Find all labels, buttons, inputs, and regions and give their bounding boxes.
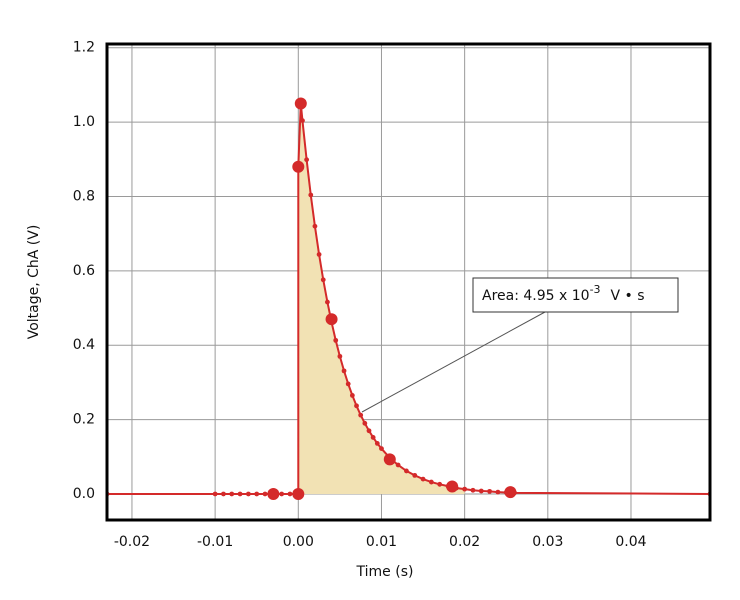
plot-area <box>107 97 710 500</box>
highlight-point <box>504 486 517 499</box>
data-point <box>229 491 235 497</box>
data-point <box>437 481 443 487</box>
highlight-point <box>267 487 280 500</box>
data-point <box>428 479 434 485</box>
x-tick-label: 0.02 <box>449 534 480 550</box>
data-point <box>374 440 380 446</box>
y-tick-label: 0.4 <box>73 337 95 353</box>
data-point <box>420 476 426 482</box>
x-tick-label: -0.02 <box>114 534 150 550</box>
highlight-point <box>292 160 305 173</box>
y-tick-label: 0.6 <box>73 263 95 279</box>
area-fill <box>298 103 465 494</box>
data-point <box>362 420 368 426</box>
highlight-point <box>325 313 338 326</box>
data-point <box>287 491 293 497</box>
data-point <box>341 368 347 374</box>
data-point <box>462 486 468 492</box>
data-point <box>366 428 372 434</box>
data-point <box>254 491 260 497</box>
plot-frame <box>105 42 712 522</box>
data-point <box>262 491 268 497</box>
data-point <box>333 337 339 343</box>
data-point <box>349 393 355 398</box>
highlight-point <box>446 480 459 493</box>
x-tick-label: -0.01 <box>197 534 233 550</box>
data-point <box>237 491 243 497</box>
data-point <box>345 381 351 387</box>
data-point <box>279 491 285 497</box>
data-point <box>358 412 364 418</box>
x-axis-label: Time (s) <box>356 564 414 580</box>
annotation-main: Area: 4.95 x 10 <box>482 288 590 304</box>
data-point <box>395 462 401 468</box>
x-tick-label: 0.03 <box>532 534 563 550</box>
y-tick-label: 1.0 <box>73 114 95 130</box>
data-point <box>404 468 409 474</box>
x-tick-label: 0.01 <box>366 534 397 550</box>
annotation-text: Area: 4.95 x 10-3 V • s <box>482 283 645 304</box>
data-point <box>354 403 359 409</box>
y-tick-label: 0.0 <box>73 486 95 502</box>
data-point <box>212 491 218 497</box>
y-axis-label: Voltage, ChA (V) <box>26 225 42 340</box>
data-point <box>412 472 418 478</box>
data-point <box>325 299 330 305</box>
data-point <box>245 491 251 497</box>
data-point <box>316 252 322 257</box>
data-point <box>221 491 226 497</box>
highlight-point <box>383 453 396 466</box>
data-point <box>300 118 305 124</box>
data-point <box>308 192 314 198</box>
annotation-sup: -3 <box>590 283 601 296</box>
highlight-point <box>292 487 305 500</box>
x-tick-label: 0.04 <box>615 534 646 550</box>
data-point <box>312 223 318 229</box>
y-tick-label: 1.2 <box>73 40 95 56</box>
data-point <box>478 488 484 494</box>
data-point <box>470 487 476 493</box>
data-point <box>487 488 492 494</box>
data-point <box>304 157 310 163</box>
annotation-unit: V • s <box>611 288 645 304</box>
annotation-leader <box>361 311 546 413</box>
annotation-box <box>472 277 679 313</box>
y-tick-label: 0.2 <box>73 412 95 428</box>
highlight-point <box>294 97 307 110</box>
x-tick-label: 0.00 <box>283 534 314 550</box>
data-point <box>379 446 384 451</box>
data-point <box>337 353 343 359</box>
data-point <box>495 489 501 495</box>
data-point <box>370 435 376 440</box>
data-point <box>320 277 326 283</box>
y-tick-label: 0.8 <box>73 188 95 204</box>
